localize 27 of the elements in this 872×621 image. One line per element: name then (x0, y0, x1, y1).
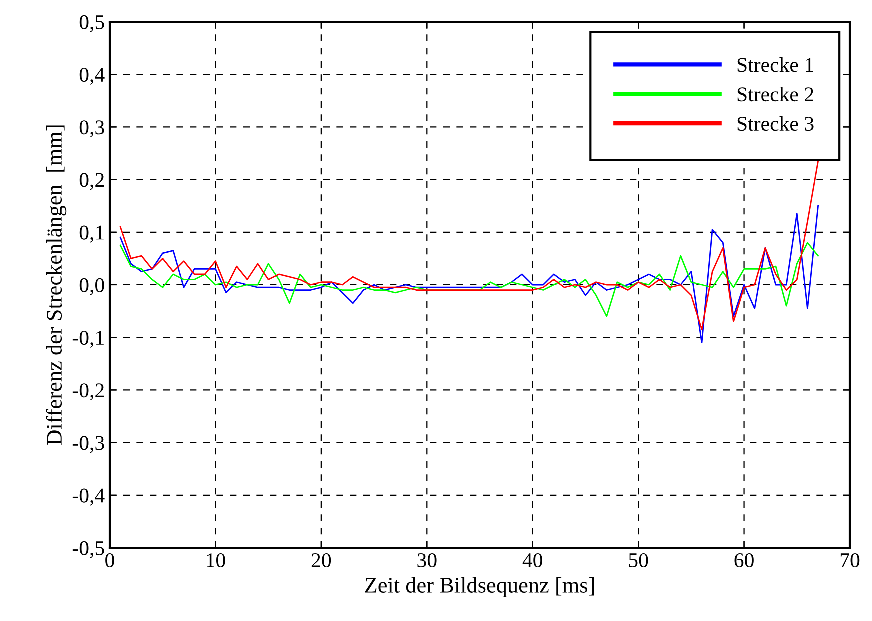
line-series (120, 160, 819, 330)
y-tick-label: 0,3 (80, 120, 104, 138)
x-tick-label: 0 (106, 553, 114, 568)
legend-label: Strecke 2 (738, 86, 814, 102)
y-tick-label: 0,5 (80, 15, 104, 32)
y-tick-label: -0,1 (72, 330, 104, 348)
x-tick-label: 20 (312, 553, 332, 568)
legend-label: Strecke 3 (738, 116, 814, 132)
legend-label: Strecke 1 (738, 58, 814, 72)
y-tick-label: -0,2 (72, 384, 104, 401)
x-tick-label: 10 (207, 553, 226, 568)
x-axis-title: Zeit der Bildsequenz [ms] (365, 577, 594, 598)
y-tick-label: -0,3 (72, 436, 104, 454)
x-tick-label: 60 (734, 553, 754, 568)
y-tick-label: -0,5 (72, 541, 104, 558)
line-series (120, 242, 819, 318)
x-tick-label: 30 (418, 553, 437, 568)
y-tick-label: 0,2 (80, 173, 104, 190)
x-tick-label: 50 (629, 553, 648, 568)
x-tick-label: 40 (522, 553, 542, 568)
y-tick-label: -0,4 (72, 488, 105, 506)
line-series (120, 205, 819, 344)
y-tick-label: 0,1 (80, 226, 104, 243)
y-axis-title: Differenz der Streckenlängen [mm] (46, 126, 67, 446)
x-tick-label: 70 (840, 553, 860, 568)
y-tick-label: 0,0 (80, 278, 104, 296)
y-tick-label: 0,4 (80, 68, 105, 86)
